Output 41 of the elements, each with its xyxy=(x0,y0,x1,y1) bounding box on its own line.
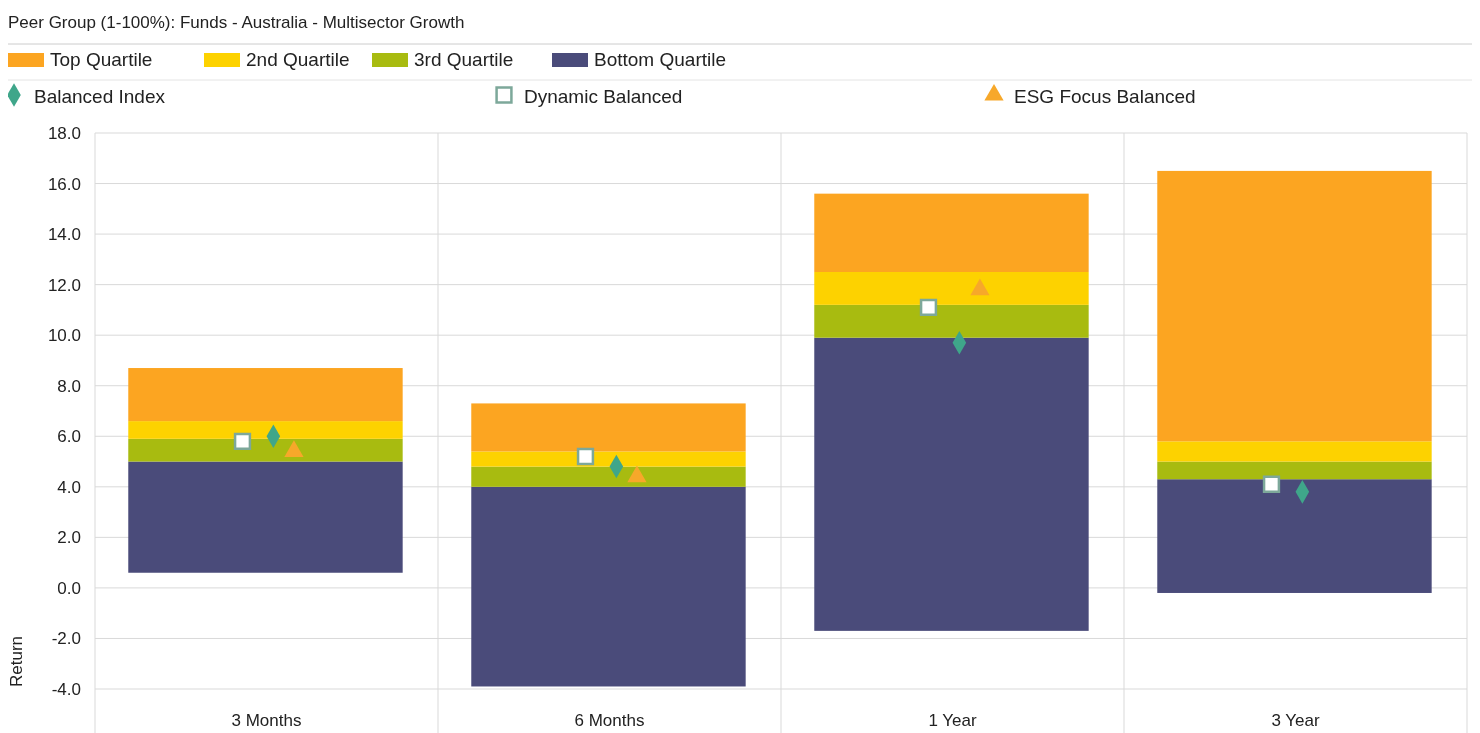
bar xyxy=(814,304,1089,338)
y-tick-label: 14.0 xyxy=(47,225,81,245)
y-tick-label: 6.0 xyxy=(57,427,81,447)
legend-label: 2nd Quartile xyxy=(246,49,350,70)
y-tick-label: -4.0 xyxy=(51,680,81,699)
y-tick-label: 18.0 xyxy=(47,124,81,143)
y-tick-label: 2.0 xyxy=(57,528,81,548)
chart-title: Peer Group (1-100%): Funds - Australia - Multisector Growth xyxy=(8,13,465,32)
y-tick-label: -2.0 xyxy=(51,629,81,649)
bar xyxy=(128,438,403,462)
y-tick-label: 12.0 xyxy=(47,275,81,295)
y-tick-label: 10.0 xyxy=(47,326,81,346)
bar xyxy=(471,451,746,467)
x-tick-label: 3 Months xyxy=(231,711,302,730)
legend-label: Balanced Index xyxy=(34,86,166,107)
bar xyxy=(128,368,403,422)
legend-label: Bottom Quartile xyxy=(594,49,726,70)
y-axis-title: Return xyxy=(7,635,26,687)
y-tick-label: 4.0 xyxy=(57,477,81,497)
legend-label: Dynamic Balanced xyxy=(524,86,683,107)
x-tick-label: 6 Months xyxy=(574,711,645,730)
x-tick-label: 3 Year xyxy=(1271,711,1320,730)
bar xyxy=(814,193,1089,272)
bar xyxy=(471,466,746,487)
bar xyxy=(1157,441,1432,462)
y-tick-label: 8.0 xyxy=(57,376,81,396)
bar xyxy=(1157,479,1432,593)
legend-label: 3rd Quartile xyxy=(414,49,514,70)
bar xyxy=(814,337,1089,631)
bar xyxy=(471,403,746,452)
bar xyxy=(1157,461,1432,480)
bar xyxy=(814,272,1089,305)
y-tick-label: 0.0 xyxy=(57,578,81,598)
bar xyxy=(128,421,403,439)
y-tick-label: 16.0 xyxy=(47,174,81,194)
x-tick-label: 1 Year xyxy=(928,711,977,730)
bar xyxy=(1157,170,1432,442)
bar xyxy=(128,461,403,573)
bar xyxy=(471,486,746,687)
legend-label: Top Quartile xyxy=(50,49,153,70)
legend-label: ESG Focus Balanced xyxy=(1014,86,1196,107)
